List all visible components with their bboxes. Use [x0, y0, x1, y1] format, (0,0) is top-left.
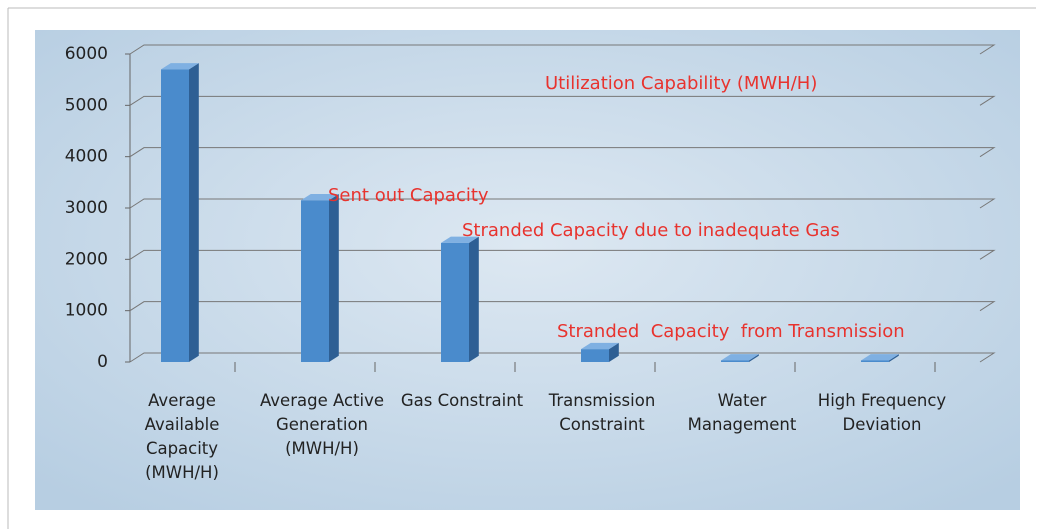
bar-side [189, 63, 199, 362]
annotation: Sent out Capacity [328, 185, 489, 206]
plot-background [35, 30, 1020, 510]
bar [581, 342, 619, 362]
y-tick-label: 5000 [65, 95, 108, 115]
annotation: Utilization Capability (MWH/H) [545, 73, 817, 94]
bar-side [889, 354, 899, 362]
grid-line [129, 249, 996, 260]
bar [441, 236, 479, 362]
y-tick-label: 0 [97, 352, 108, 372]
x-tick-label: Average Active Generation (MWH/H) [259, 391, 385, 458]
y-tick-label: 1000 [65, 301, 108, 321]
grid-line [129, 44, 996, 55]
bar-top [161, 63, 199, 70]
bar-top [441, 236, 479, 243]
y-tick-label: 3000 [65, 198, 108, 218]
bar [861, 354, 899, 362]
bar-top [861, 354, 899, 361]
annotation: Stranded Capacity from Transmission [557, 321, 905, 342]
bar-top [581, 342, 619, 350]
bar-side [329, 194, 339, 362]
bar-front [721, 360, 749, 362]
bar [301, 194, 339, 362]
grid-line [129, 198, 996, 209]
grid-line [129, 95, 996, 106]
grid-line [129, 147, 996, 158]
bar-front [581, 349, 609, 362]
y-tick-label: 6000 [65, 44, 108, 64]
x-tick-label: Gas Constraint [400, 391, 524, 410]
bar [721, 354, 759, 362]
bar-front [441, 242, 469, 362]
x-tick-label: High Frequency Deviation [817, 391, 947, 434]
bar-front [161, 69, 189, 363]
x-tick-label: Transmission Constraint [548, 391, 656, 434]
bar [161, 63, 199, 363]
y-tick-label: 2000 [65, 249, 108, 269]
x-tick-label: Average Available Capacity (MWH/H) [144, 391, 220, 482]
bar-side [469, 236, 479, 362]
grid-line [129, 301, 996, 312]
y-tick-label: 4000 [65, 147, 108, 167]
grid-line [129, 352, 996, 363]
bar-front [861, 360, 889, 362]
bar-top [721, 354, 759, 361]
bar-front [301, 200, 329, 362]
annotation: Stranded Capacity due to inadequate Gas [462, 220, 840, 241]
bar-top [301, 194, 339, 201]
bar-side [609, 342, 619, 362]
x-tick-label: Water Management [687, 391, 797, 434]
bar-side [749, 354, 759, 362]
